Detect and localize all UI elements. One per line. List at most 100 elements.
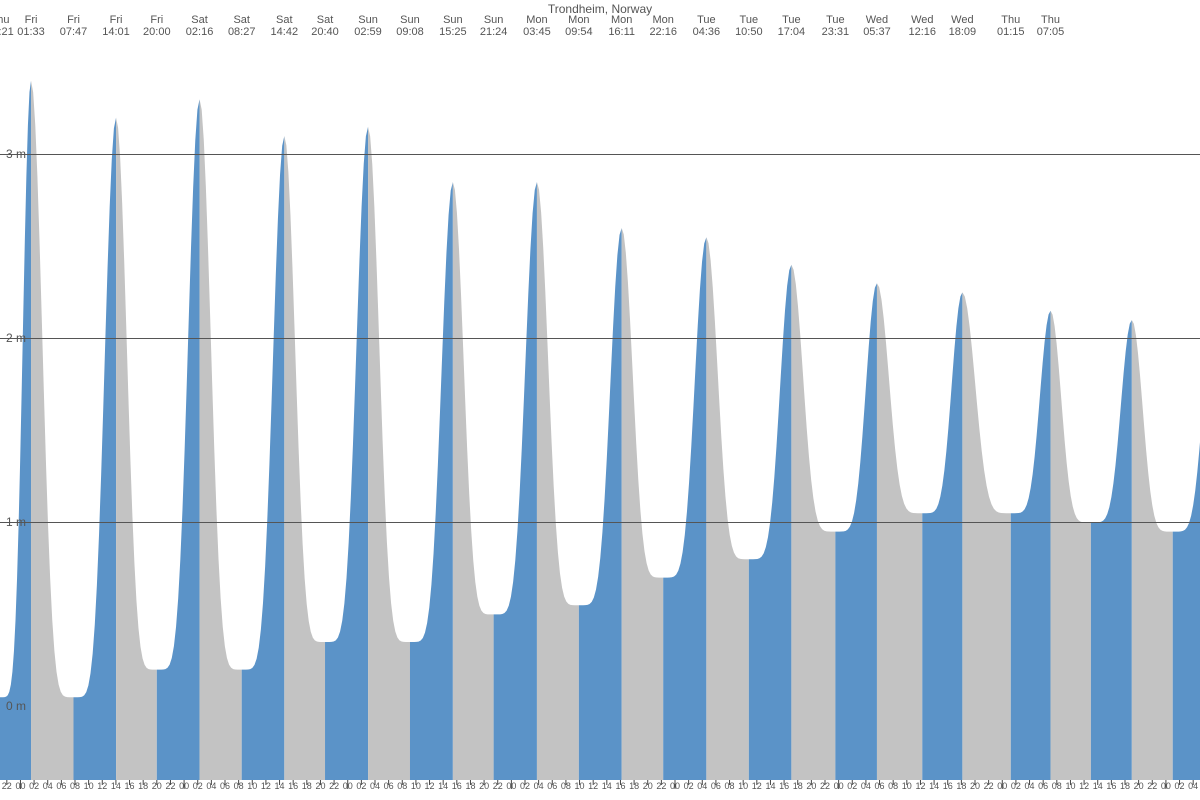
hour-label: 10: [1065, 781, 1075, 791]
tide-falling-fill: [116, 118, 157, 780]
hour-label: 16: [288, 781, 298, 791]
tide-rising-fill: [922, 292, 962, 780]
tide-time-hour: 05:37: [852, 26, 902, 38]
hour-label: 08: [397, 781, 407, 791]
hour-label: 02: [847, 781, 857, 791]
hour-label: 08: [725, 781, 735, 791]
tide-time-label: Wed05:37: [852, 14, 902, 38]
hour-label: 14: [929, 781, 939, 791]
tide-falling-fill: [962, 292, 1010, 780]
hour-label: 10: [84, 781, 94, 791]
tide-rising-fill: [1011, 311, 1051, 780]
tide-falling-fill: [284, 136, 325, 780]
hour-label: 02: [520, 781, 530, 791]
hour-label: 00: [1161, 781, 1171, 791]
hour-label: 20: [970, 781, 980, 791]
hour-label: 20: [806, 781, 816, 791]
hour-label: 00: [15, 781, 25, 791]
hour-label: 12: [97, 781, 107, 791]
hour-label: 04: [1188, 781, 1198, 791]
tide-rising-fill: [1173, 320, 1200, 780]
tide-time-day: Tue: [766, 14, 816, 26]
hour-label: 10: [738, 781, 748, 791]
tide-rising-fill: [410, 182, 453, 780]
y-axis-label: 0 m: [6, 699, 26, 713]
hour-label: 20: [479, 781, 489, 791]
hour-label: 14: [1093, 781, 1103, 791]
tide-rising-fill: [663, 237, 706, 780]
hour-label: 08: [70, 781, 80, 791]
hour-label: 14: [275, 781, 285, 791]
hour-label: 18: [629, 781, 639, 791]
hour-label: 04: [534, 781, 544, 791]
gridline: [0, 338, 1200, 339]
tide-falling-fill: [1051, 311, 1091, 780]
hour-label: 06: [711, 781, 721, 791]
tide-falling-fill: [877, 283, 922, 780]
hour-label: 20: [152, 781, 162, 791]
hour-label: 08: [888, 781, 898, 791]
hour-label: 18: [793, 781, 803, 791]
tide-time-label: Tue17:04: [766, 14, 816, 38]
y-axis-label: 1 m: [6, 515, 26, 529]
hour-label: 16: [943, 781, 953, 791]
hour-label: 06: [1038, 781, 1048, 791]
hour-label: 22: [820, 781, 830, 791]
hour-label: 16: [779, 781, 789, 791]
hour-label: 12: [1079, 781, 1089, 791]
tide-falling-fill: [31, 81, 73, 780]
tide-time-label: Wed18:09: [937, 14, 987, 38]
hour-label: 06: [547, 781, 557, 791]
tide-falling-fill: [1132, 320, 1173, 780]
tide-rising-fill: [835, 283, 877, 780]
hour-label: 10: [902, 781, 912, 791]
hour-label: 18: [1120, 781, 1130, 791]
hour-label: 06: [384, 781, 394, 791]
plot-area: 0 m 1 m 2 m 3 m: [0, 44, 1200, 780]
tide-time-hour: 17:04: [766, 26, 816, 38]
hour-label: 22: [165, 781, 175, 791]
hour-label: 20: [643, 781, 653, 791]
hour-label: 16: [615, 781, 625, 791]
hour-label: 18: [138, 781, 148, 791]
tide-falling-fill: [453, 182, 494, 780]
hour-label: 12: [588, 781, 598, 791]
tide-falling-fill: [622, 228, 664, 780]
hour-label: 02: [29, 781, 39, 791]
hour-label: 04: [43, 781, 53, 791]
hour-label: 04: [206, 781, 216, 791]
tide-rising-fill: [1091, 320, 1132, 780]
hour-label: 02: [684, 781, 694, 791]
hour-label: 10: [411, 781, 421, 791]
hour-label: 16: [1106, 781, 1116, 791]
hour-label: 08: [234, 781, 244, 791]
tide-falling-fill: [368, 127, 410, 780]
tide-time-day: Wed: [937, 14, 987, 26]
tide-rising-fill: [74, 118, 117, 780]
hour-label: 22: [1147, 781, 1157, 791]
gridline: [0, 522, 1200, 523]
hour-label: 02: [1175, 781, 1185, 791]
hour-label: 00: [179, 781, 189, 791]
hour-label: 08: [1052, 781, 1062, 791]
tide-falling-fill: [537, 182, 579, 780]
hour-label: 00: [670, 781, 680, 791]
tide-rising-fill: [325, 127, 368, 780]
y-axis-label: 3 m: [6, 147, 26, 161]
hour-label: 22: [493, 781, 503, 791]
hour-label: 18: [465, 781, 475, 791]
y-axis-label: 2 m: [6, 331, 26, 345]
hour-label: 04: [861, 781, 871, 791]
hour-label: 20: [1134, 781, 1144, 791]
hour-label: 04: [370, 781, 380, 791]
hour-label: 14: [602, 781, 612, 791]
hour-label: 16: [452, 781, 462, 791]
hour-label: 00: [343, 781, 353, 791]
hour-label: 02: [356, 781, 366, 791]
tide-rising-fill: [157, 99, 200, 780]
hour-label: 22: [2, 781, 12, 791]
hour-label: 02: [1011, 781, 1021, 791]
top-label-strip: Thu19:21Fri01:33Fri07:47Fri14:01Fri20:00…: [0, 14, 1200, 44]
gridline: [0, 154, 1200, 155]
hour-label: 22: [656, 781, 666, 791]
